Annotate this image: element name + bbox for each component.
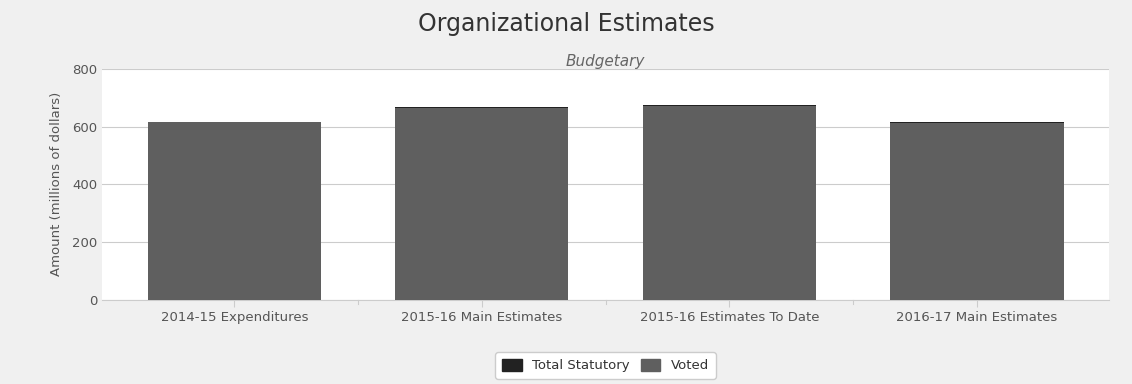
Bar	[147, 122, 321, 300]
Bar	[643, 106, 816, 300]
Bar	[643, 105, 816, 106]
Bar	[395, 108, 568, 300]
Bar	[890, 122, 1064, 123]
Text: Organizational Estimates: Organizational Estimates	[418, 12, 714, 36]
Y-axis label: Amount (millions of dollars): Amount (millions of dollars)	[51, 92, 63, 276]
Bar	[890, 123, 1064, 300]
Title: Budgetary: Budgetary	[566, 54, 645, 69]
Legend: Total Statutory, Voted: Total Statutory, Voted	[496, 352, 715, 379]
